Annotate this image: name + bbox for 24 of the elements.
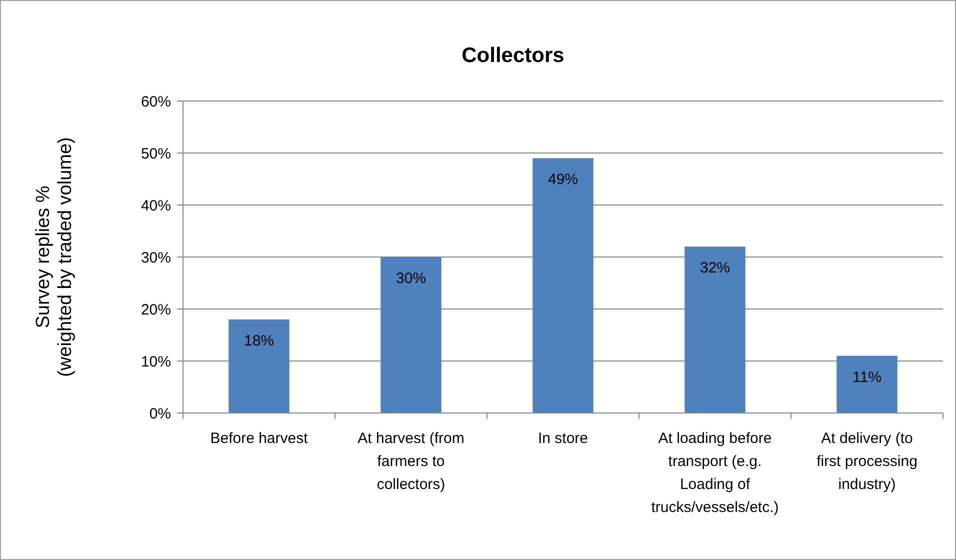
data-label: 32% xyxy=(700,260,730,277)
y-tick-label: 60% xyxy=(140,93,171,110)
y-tick-label: 50% xyxy=(140,145,171,162)
x-tick-label: At loading before transport (e.g. Loading of trucks/vessels/etc.) xyxy=(651,430,779,516)
bar xyxy=(684,246,746,413)
y-tick-label: 0% xyxy=(149,405,171,422)
y-tick-label: 10% xyxy=(140,353,171,370)
data-label: 30% xyxy=(396,270,426,287)
data-label: 11% xyxy=(852,368,882,386)
bar xyxy=(380,257,442,413)
x-tick-label: At harvest (from farmers to collectors) xyxy=(358,430,464,493)
x-tick-label: In store xyxy=(538,430,588,447)
data-label: 49% xyxy=(548,171,578,188)
x-tick-label: Before harvest xyxy=(210,430,309,447)
y-tick-label: 20% xyxy=(140,301,171,318)
bar xyxy=(836,356,898,413)
y-tick-label: 40% xyxy=(140,197,171,214)
y-tick-label: 30% xyxy=(140,249,171,266)
bar xyxy=(228,319,290,413)
chart-title: Collectors xyxy=(462,44,564,67)
data-label: 18% xyxy=(244,332,274,350)
y-axis-title: Survey replies % (weighted by traded volume) xyxy=(33,137,76,377)
x-tick-label: At delivery (to first processing industry) xyxy=(816,430,918,493)
bar xyxy=(532,158,594,413)
